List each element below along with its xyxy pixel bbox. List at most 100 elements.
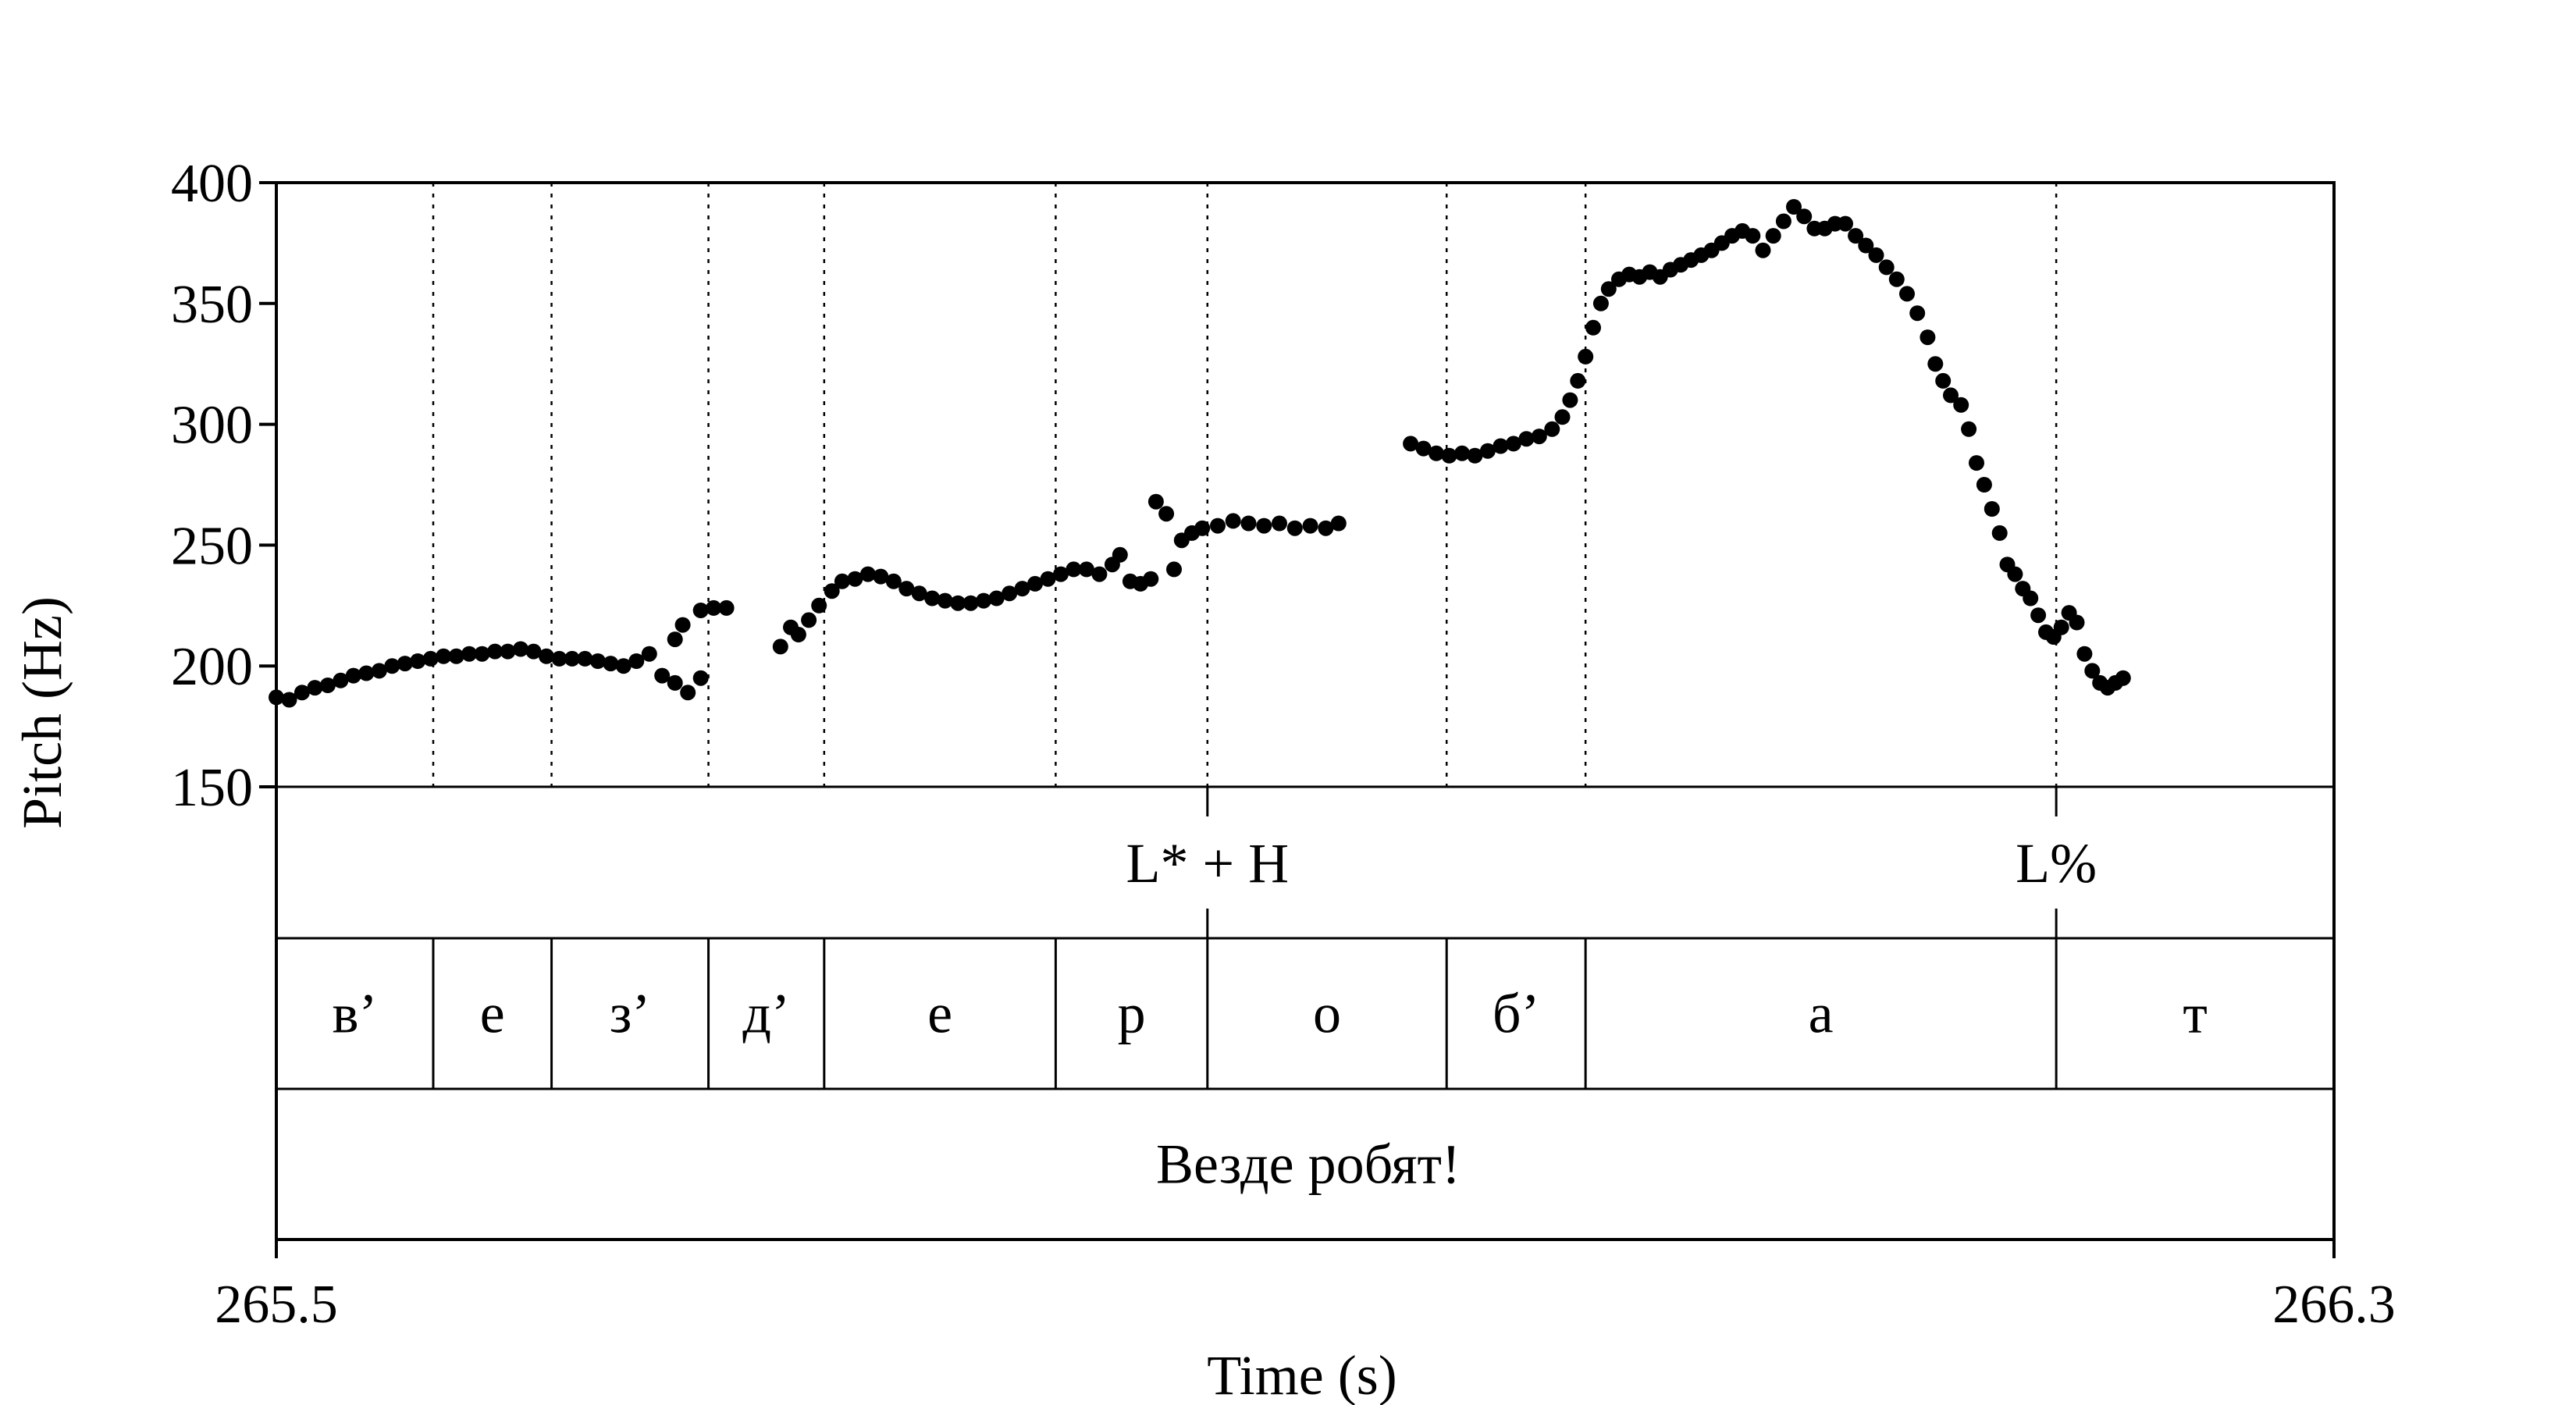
pitch-point	[1585, 319, 1601, 336]
pitch-point	[1330, 515, 1347, 532]
pitch-point	[1302, 518, 1318, 534]
pitch-point	[589, 653, 606, 669]
pitch-point	[410, 653, 426, 669]
pitch-point	[847, 571, 863, 587]
pitch-point	[1775, 213, 1791, 229]
pitch-point	[1991, 525, 2008, 541]
pitch-point	[384, 658, 400, 674]
pitch-point	[1868, 247, 1884, 263]
pitch-point	[641, 646, 657, 662]
pitch-point	[500, 643, 516, 660]
pitch-point	[487, 643, 503, 660]
pitch-point	[1562, 392, 1578, 408]
pitch-point	[281, 692, 297, 708]
pitch-point	[1014, 581, 1030, 597]
pitch-point	[1765, 228, 1781, 244]
pitch-point	[1909, 305, 1926, 322]
pitch-point	[1318, 520, 1334, 536]
pitch-point	[692, 670, 709, 686]
pitch-point	[1984, 501, 2000, 517]
segment-label: в’	[333, 983, 378, 1045]
pitch-point	[859, 566, 876, 582]
tone-label: L* + H	[1126, 832, 1289, 895]
pitch-point	[801, 612, 817, 628]
pitch-point	[474, 646, 490, 662]
pitch-point	[680, 685, 696, 701]
pitch-point	[1415, 440, 1432, 457]
pitch-point	[1040, 571, 1056, 587]
pitch-point	[551, 650, 568, 667]
x-axis-ticks: 265.5 266.3	[215, 1240, 2396, 1335]
pitch-point	[1554, 409, 1571, 425]
pitch-point	[1505, 436, 1521, 452]
pitch-point	[2053, 619, 2069, 635]
pitch-point	[1531, 429, 1547, 445]
pitch-point	[1786, 199, 1802, 215]
segment-label: е	[480, 983, 505, 1045]
pitch-point	[615, 658, 632, 674]
tone-label: L%	[2016, 832, 2097, 895]
pitch-point	[1091, 566, 1108, 582]
y-tick-label: 250	[171, 516, 253, 576]
pitch-point	[448, 648, 464, 664]
pitch-point	[790, 627, 806, 642]
pitch-point	[1796, 208, 1813, 225]
pitch-point	[667, 631, 683, 648]
pitch-point	[950, 595, 966, 611]
pitch-point	[1518, 431, 1535, 447]
pitch-point	[1078, 561, 1094, 578]
pitch-point	[603, 656, 619, 672]
y-tick-label: 300	[171, 396, 253, 456]
segment-label: з’	[610, 983, 650, 1045]
outer-frame	[275, 181, 2336, 1241]
pitch-contour-points	[269, 199, 2131, 708]
pitch-point	[1403, 436, 1419, 452]
pitch-point	[539, 648, 554, 664]
pitch-point	[1002, 585, 1018, 602]
pitch-point	[1467, 447, 1483, 464]
pitch-point	[358, 665, 375, 681]
pitch-point	[2069, 614, 2085, 631]
pitch-point	[2007, 566, 2023, 582]
pitch-point	[1147, 493, 1164, 510]
pitch-point	[1429, 445, 1444, 461]
pitch-point	[1578, 348, 1594, 365]
y-tick-label: 200	[171, 637, 253, 697]
pitch-point	[1210, 518, 1226, 534]
pitch-point	[1066, 561, 1082, 578]
y-axis-label: Pitch (Hz)	[11, 596, 73, 829]
pitch-point	[772, 638, 788, 655]
pitch-point	[1920, 329, 1936, 346]
pitch-point	[1053, 566, 1069, 582]
pitch-point	[1976, 477, 1992, 493]
pitch-point	[667, 674, 683, 691]
segment-label: е	[927, 983, 952, 1045]
x-tick-label: 265.5	[215, 1275, 338, 1335]
pitch-point	[1838, 215, 1853, 232]
pitch-point	[1143, 571, 1159, 587]
pitch-point	[976, 592, 992, 609]
pitch-point	[269, 689, 284, 706]
pitch-point	[692, 603, 709, 618]
pitch-point	[2076, 646, 2093, 662]
pitch-point	[1027, 575, 1043, 592]
pitch-point	[1755, 242, 1771, 258]
pitch-point	[1935, 372, 1952, 389]
pitch-point	[1848, 228, 1864, 244]
pitch-point	[811, 597, 827, 614]
y-tick-label: 400	[171, 154, 253, 214]
pitch-point	[1961, 421, 1977, 437]
pitch-point	[1858, 237, 1874, 254]
pitch-point	[674, 617, 691, 633]
pitch-point	[2023, 590, 2039, 606]
pitch-point	[1592, 295, 1609, 311]
pitch-point	[1927, 356, 1944, 372]
pitch-point	[924, 590, 941, 606]
pitch-point	[1899, 286, 1915, 302]
pitch-point	[345, 667, 361, 684]
pitch-point	[577, 650, 593, 667]
annotation-tiers: L* + H L% в’ е з’ д’ е р о б’ а т Везде робят!	[333, 832, 2208, 1196]
segment-boundary-lines	[432, 183, 2058, 1089]
pitch-point	[1888, 271, 1905, 287]
